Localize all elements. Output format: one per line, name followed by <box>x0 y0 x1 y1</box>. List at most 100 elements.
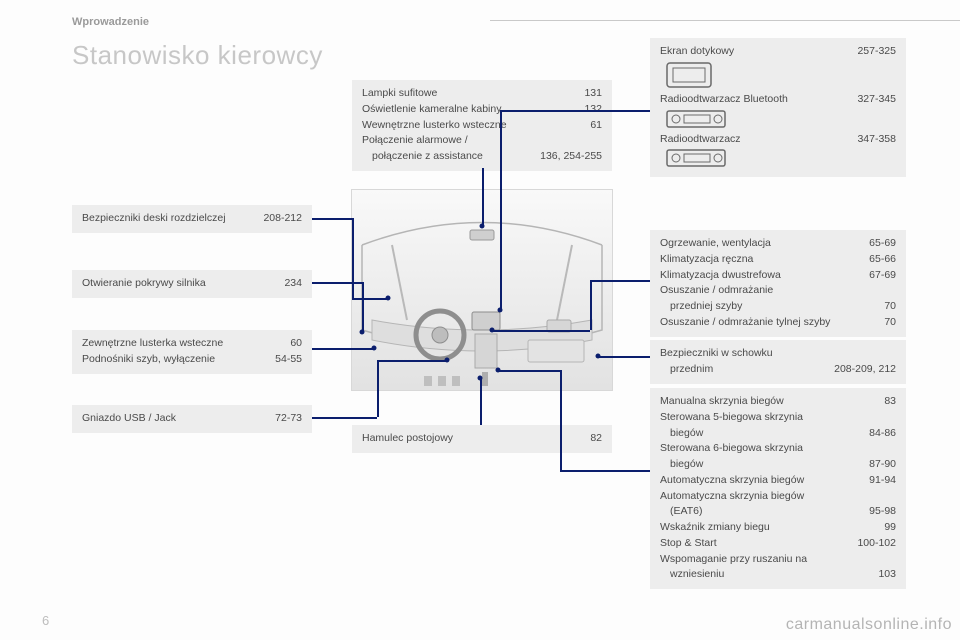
callout-pages: 99 <box>884 520 896 536</box>
callout-label: Połączenie alarmowe / <box>362 133 594 149</box>
callout-line <box>352 218 354 298</box>
callout-label: Podnośniki szyb, wyłączenie <box>82 352 267 368</box>
callout-pages: 136, 254-255 <box>540 149 602 165</box>
callout-line <box>590 280 650 282</box>
callout-label: Otwieranie pokrywy silnika <box>82 276 276 292</box>
callout-label: Wewnętrzne lusterko wsteczne <box>362 118 582 134</box>
callout-label: Klimatyzacja ręczna <box>660 252 861 268</box>
callout-pages: 65-69 <box>869 236 896 252</box>
callout-line <box>560 470 650 472</box>
callout-line <box>560 370 562 470</box>
callout-pages: 87-90 <box>869 457 896 473</box>
callout-gearbox: Manualna skrzynia biegów 83Sterowana 5-bi… <box>650 388 906 589</box>
callout-label: Hamulec postojowy <box>362 431 582 447</box>
callout-pages: 327-345 <box>857 92 896 108</box>
callout-pages: 70 <box>884 315 896 331</box>
callout-line <box>590 280 592 330</box>
callout-label: Ogrzewanie, wentylacja <box>660 236 861 252</box>
callout-pages: 234 <box>284 276 302 292</box>
callout-pages: 91-94 <box>869 473 896 489</box>
callout-pages: 95-98 <box>869 504 896 520</box>
callout-pages: 60 <box>290 336 302 352</box>
callout-line <box>377 360 447 362</box>
callout-glovebox-fuses: Bezpieczniki w schowkuprzednim 208-209, 2… <box>650 340 906 384</box>
callout-pages: 82 <box>590 431 602 447</box>
callout-label: Bezpieczniki w schowku <box>660 346 888 362</box>
callout-label: Bezpieczniki deski rozdzielczej <box>82 211 255 227</box>
header-rule <box>490 20 960 21</box>
callout-line <box>498 370 560 372</box>
callout-label: wzniesieniu <box>660 567 870 583</box>
callout-label: Sterowana 5-biegowa skrzynia <box>660 410 888 426</box>
callout-pages: 84-86 <box>869 426 896 442</box>
callout-line <box>362 282 364 332</box>
callout-label: Stop & Start <box>660 536 849 552</box>
callout-label: Manualna skrzynia biegów <box>660 394 876 410</box>
callout-label: Wskaźnik zmiany biegu <box>660 520 876 536</box>
callout-line <box>598 356 650 358</box>
callout-label: (EAT6) <box>660 504 861 520</box>
callout-line <box>312 348 374 350</box>
callout-pages: 100-102 <box>857 536 896 552</box>
callout-label: Osuszanie / odmrażanie tylnej szyby <box>660 315 876 331</box>
callout-pages: 72-73 <box>275 411 302 427</box>
callout-label: połączenie z assistance <box>362 149 532 165</box>
callout-line <box>312 417 377 419</box>
callout-line <box>312 218 352 220</box>
callout-dot <box>490 328 495 333</box>
callout-dot <box>480 224 485 229</box>
callout-label: Gniazdo USB / Jack <box>82 411 267 427</box>
callout-dot <box>445 358 450 363</box>
callout-label: Radioodtwarzacz <box>660 132 849 148</box>
callout-overhead: Lampki sufitowe131Oświetlenie kameralne … <box>352 80 612 171</box>
callout-pages: 208-209, 212 <box>834 362 896 378</box>
callout-hvac: Ogrzewanie, wentylacja 65-69 Klimatyzacja … <box>650 230 906 337</box>
page-title: Stanowisko kierowcy <box>72 40 323 71</box>
section-header: Wprowadzenie <box>72 16 149 28</box>
callout-pages: 103 <box>878 567 896 583</box>
callout-pages: 208-212 <box>263 211 302 227</box>
callout-label: Automatyczna skrzynia biegów <box>660 489 888 505</box>
callout-label: Radioodtwarzacz Bluetooth <box>660 92 849 108</box>
callout-line <box>500 110 650 112</box>
callout-label: przedniej szyby <box>660 299 876 315</box>
callout-dot <box>498 308 503 313</box>
callout-label: Wspomaganie przy ruszaniu na <box>660 552 888 568</box>
callout-handbrake: Hamulec postojowy 82 <box>352 425 612 453</box>
callout-dot <box>386 296 391 301</box>
callout-pages: 67-69 <box>869 268 896 284</box>
callout-label: Ekran dotykowy <box>660 44 849 60</box>
callout-dot <box>596 354 601 359</box>
callout-line <box>312 282 362 284</box>
callout-pages: 257-325 <box>857 44 896 60</box>
callout-label: Zewnętrzne lusterka wsteczne <box>82 336 282 352</box>
callout-dot <box>372 346 377 351</box>
callout-dot <box>496 368 501 373</box>
callout-bonnet: Otwieranie pokrywy silnika 234 <box>72 270 312 298</box>
callout-mirrors-windows: Zewnętrzne lusterka wsteczne 60 Podnośniki… <box>72 330 312 374</box>
callout-pages: 61 <box>590 118 602 134</box>
callout-label: Sterowana 6-biegowa skrzynia <box>660 441 888 457</box>
callout-line <box>492 330 590 332</box>
page-number: 6 <box>42 613 49 628</box>
callout-usb-jack: Gniazdo USB / Jack 72-73 <box>72 405 312 433</box>
callout-label: biegów <box>660 426 861 442</box>
callout-line <box>377 360 379 417</box>
callout-pages: 65-66 <box>869 252 896 268</box>
callout-label: Klimatyzacja dwustrefowa <box>660 268 861 284</box>
callout-infotainment: Ekran dotykowy 257-325 Radioodtwarzacz Blu… <box>650 38 906 177</box>
callout-dot <box>478 376 483 381</box>
callout-pages: 131 <box>584 86 602 102</box>
callout-pages: 83 <box>884 394 896 410</box>
callout-label: Osuszanie / odmrażanie <box>660 283 888 299</box>
callout-line <box>480 378 482 425</box>
callout-dot <box>360 330 365 335</box>
callout-label: Automatyczna skrzynia biegów <box>660 473 861 489</box>
callout-label: przednim <box>660 362 826 378</box>
callout-label: Lampki sufitowe <box>362 86 576 102</box>
callout-fuses-dashboard: Bezpieczniki deski rozdzielczej 208-212 <box>72 205 312 233</box>
callout-pages: 70 <box>884 299 896 315</box>
callout-pages: 347-358 <box>857 132 896 148</box>
callout-line <box>482 168 484 226</box>
watermark: carmanualsonline.info <box>786 616 952 634</box>
